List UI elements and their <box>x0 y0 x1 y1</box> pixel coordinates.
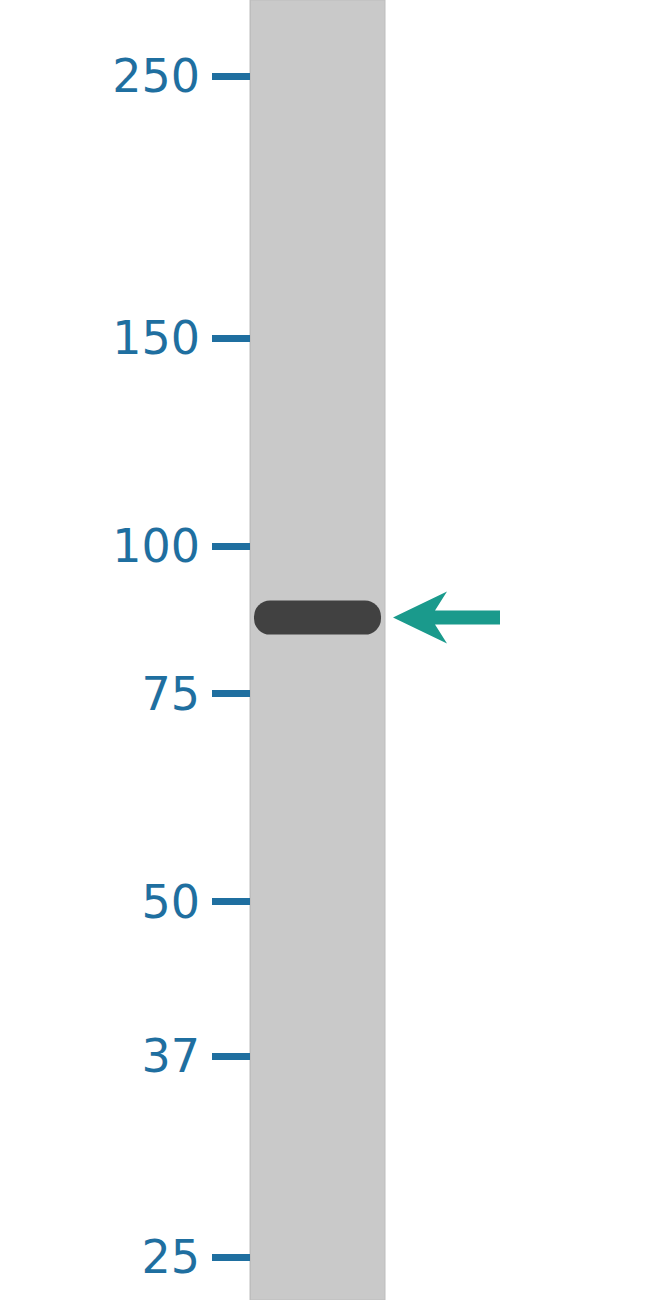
svg-text:50: 50 <box>141 875 200 929</box>
svg-text:37: 37 <box>141 1029 200 1083</box>
svg-text:250: 250 <box>112 49 200 103</box>
svg-text:150: 150 <box>112 311 200 365</box>
svg-text:75: 75 <box>141 667 200 721</box>
svg-text:25: 25 <box>141 1230 200 1284</box>
svg-text:100: 100 <box>112 519 200 573</box>
